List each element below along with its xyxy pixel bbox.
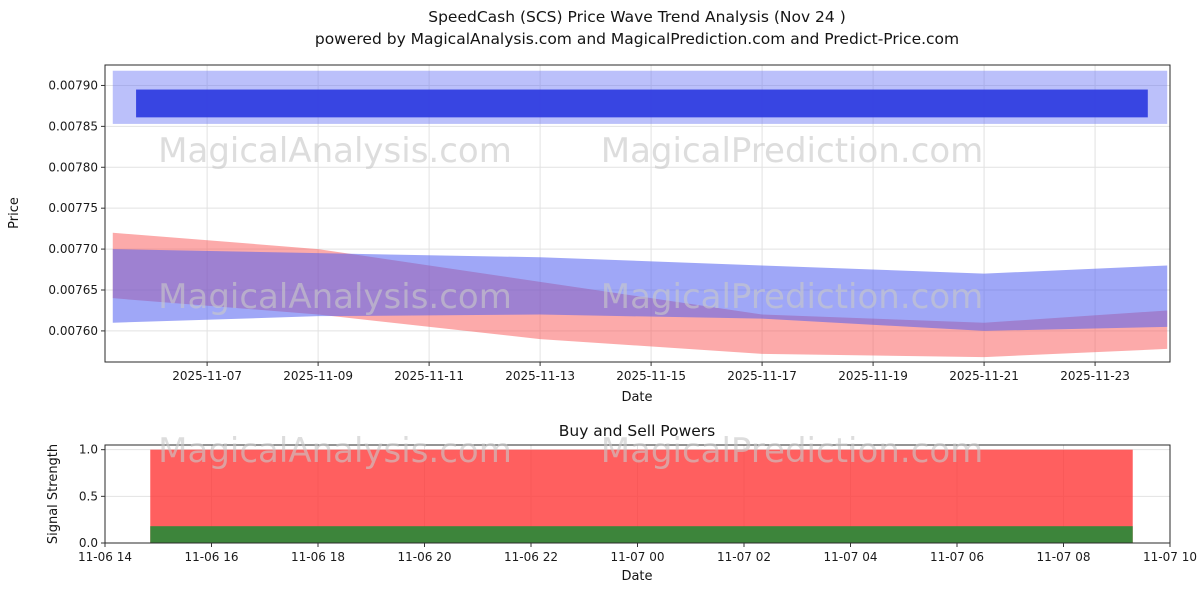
x-tick-label: 2025-11-23 — [1060, 369, 1130, 383]
watermark-prediction-1: MagicalPrediction.com — [601, 131, 984, 171]
x-tick-label: 2025-11-07 — [172, 369, 242, 383]
y-tick-label: 0.00790 — [48, 78, 98, 92]
x-tick-label: 11-06 22 — [504, 550, 558, 564]
x-tick-label: 11-06 16 — [185, 550, 239, 564]
watermark-analysis-3: MagicalAnalysis.com — [158, 431, 512, 471]
x-tick-label: 11-06 20 — [398, 550, 452, 564]
x-tick-label: 11-06 18 — [291, 550, 345, 564]
y-tick-label: 0.00760 — [48, 324, 98, 338]
plot-border — [104, 64, 1171, 363]
buy-power — [150, 526, 1133, 543]
x-tick-label: 2025-11-15 — [616, 369, 686, 383]
chart-title-line2: powered by MagicalAnalysis.com and Magic… — [315, 30, 959, 48]
watermark-prediction-3: MagicalPrediction.com — [601, 431, 984, 471]
signal-chart: 11-06 14 11-06 16 11-06 18 11-06 20 11-06 22… — [78, 443, 1197, 564]
x-tick-label: 11-07 10 — [1143, 550, 1197, 564]
chart-title-line1: SpeedCash (SCS) Price Wave Trend Analysi… — [428, 8, 846, 26]
y-tick-label: 0.00775 — [48, 201, 98, 215]
price-chart: 2025-11-07 2025-11-09 2025-11-11 2025-11-13… — [48, 64, 1171, 383]
y-tick-label: 0.5 — [79, 489, 98, 503]
x-tick-label: 11-07 04 — [824, 550, 878, 564]
x-tick-label: 11-07 00 — [611, 550, 665, 564]
y-tick-label: 0.00780 — [48, 160, 98, 174]
y-tick-label: 0.0 — [79, 536, 98, 550]
x-tick-label: 11-07 06 — [930, 550, 984, 564]
y-tick-label: 0.00765 — [48, 283, 98, 297]
signal-xlabel: Date — [621, 569, 652, 584]
buy-wave — [112, 249, 1168, 331]
x-tick-label: 11-07 08 — [1037, 550, 1091, 564]
signal-ylabel: Signal Strength — [46, 444, 61, 544]
watermark-analysis-2: MagicalAnalysis.com — [158, 277, 512, 317]
y-tick-label: 0.00770 — [48, 242, 98, 256]
x-tick-label: 2025-11-13 — [505, 369, 575, 383]
x-tick-label: 2025-11-09 — [283, 369, 353, 383]
price-xlabel: Date — [621, 390, 652, 405]
x-tick-label: 11-06 14 — [78, 550, 132, 564]
x-tick-label: 2025-11-21 — [949, 369, 1019, 383]
y-tick-label: 1.0 — [79, 443, 98, 457]
x-tick-label: 11-07 02 — [717, 550, 771, 564]
x-tick-label: 2025-11-11 — [394, 369, 464, 383]
price-ylabel: Price — [7, 197, 22, 229]
signal-chart-title: Buy and Sell Powers — [559, 422, 716, 440]
x-tick-label: 2025-11-17 — [727, 369, 797, 383]
watermark-analysis-1: MagicalAnalysis.com — [158, 131, 512, 171]
resistance-zone-inner — [136, 89, 1148, 118]
watermark-prediction-2: MagicalPrediction.com — [601, 277, 984, 317]
x-tick-label: 2025-11-19 — [838, 369, 908, 383]
y-tick-label: 0.00785 — [48, 119, 98, 133]
